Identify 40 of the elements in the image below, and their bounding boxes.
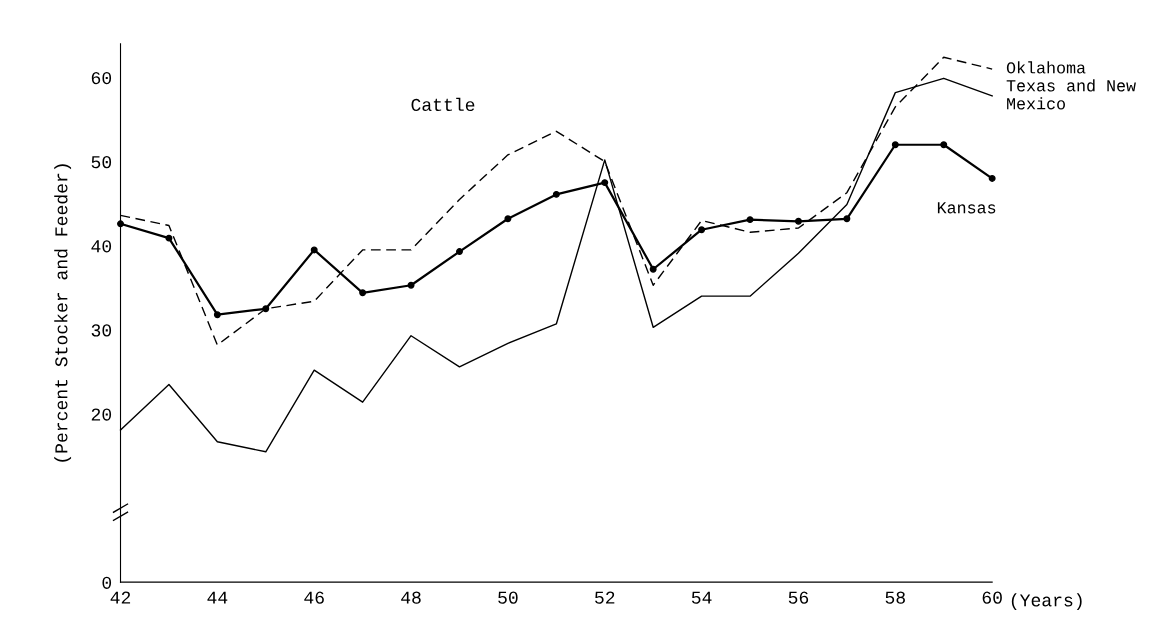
x-tick-label: 46 (304, 591, 324, 604)
point (213, 311, 221, 319)
y-tick-label: 20 (91, 408, 112, 421)
point (407, 281, 415, 289)
x-tick-label: 52 (595, 591, 615, 604)
point (310, 246, 318, 254)
x-tick-label: 56 (788, 591, 809, 604)
y-axis-title: (Percent Stocker and Feeder) (54, 164, 72, 462)
x-axis-title: (Years) (1011, 593, 1082, 611)
point (988, 174, 996, 182)
point (746, 216, 754, 224)
point (698, 226, 706, 234)
point (649, 265, 657, 273)
x-tick-label: 54 (691, 591, 712, 604)
point (794, 217, 802, 225)
point (552, 190, 560, 198)
point (504, 215, 512, 223)
point (456, 248, 463, 256)
point (601, 179, 609, 187)
y-tick-label: 0 (102, 576, 112, 589)
series-label: Kansas (937, 202, 996, 214)
text: Cattle (411, 97, 475, 112)
y-tick-label: 30 (91, 324, 112, 337)
series-label: Texas and New Mexico (1006, 79, 1136, 110)
x-tick-label: 42 (110, 591, 131, 604)
point (891, 141, 899, 149)
x-tick-label: 48 (401, 591, 421, 604)
point (262, 305, 270, 313)
point (359, 289, 367, 297)
series-label: Oklahoma (1006, 61, 1086, 74)
x-tick-label: 50 (498, 591, 518, 604)
y-tick-label: 40 (91, 240, 112, 253)
x-tick-label: 44 (207, 591, 228, 604)
point (843, 215, 851, 223)
y-tick-label: 60 (91, 71, 112, 85)
x-tick-label: 58 (885, 591, 905, 604)
point (940, 141, 948, 149)
point (165, 234, 173, 242)
x-tick-label: 60 (982, 591, 1002, 604)
y-tick-label: 50 (91, 156, 112, 169)
